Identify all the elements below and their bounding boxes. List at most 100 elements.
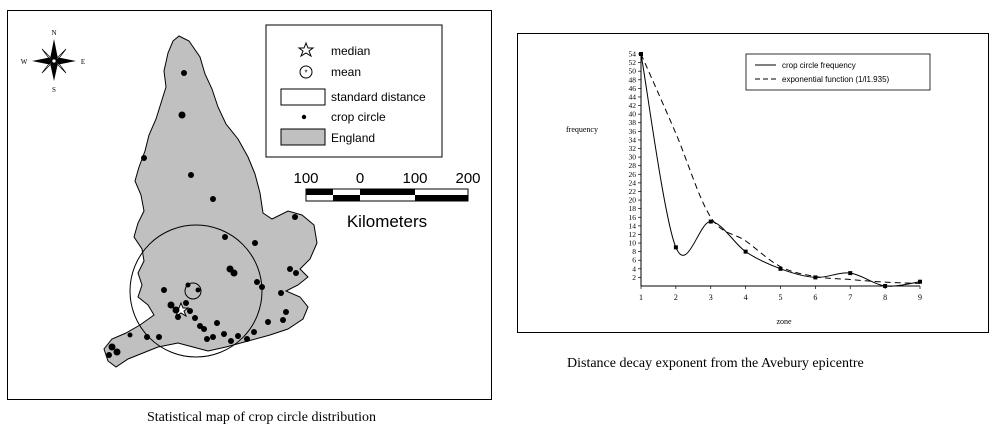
x-tick-label: 4 — [744, 293, 748, 302]
y-axis-label: frequency — [566, 125, 598, 134]
series-line-0 — [640, 53, 921, 287]
crop-circle-dot — [144, 334, 150, 340]
crop-circle-dot — [235, 333, 241, 339]
crop-circle-dot — [185, 282, 191, 288]
crop-circle-dot — [254, 279, 260, 285]
y-tick-label: 38 — [629, 118, 637, 127]
data-point — [743, 249, 748, 254]
map-caption: Statistical map of crop circle distribut… — [147, 410, 376, 425]
crop-circle-dot — [244, 336, 250, 342]
crop-circle-dot — [222, 234, 228, 240]
crop-circle-dot — [204, 336, 210, 342]
mean-marker — [184, 282, 202, 300]
crop-circle-dot — [210, 334, 216, 340]
legend-mean-icon — [299, 65, 313, 79]
y-tick-label: 44 — [629, 92, 637, 101]
chart-svg: 2468101214161820222426283032343638404244… — [566, 50, 931, 326]
scale-tick-label: 200 — [455, 170, 480, 187]
chart-legend: crop circle frequency exponential functi… — [745, 53, 931, 91]
compass-s-label: S — [52, 86, 56, 94]
scale-tick-label: 100 — [402, 170, 427, 187]
chart-series — [639, 52, 922, 288]
x-tick-label: 5 — [779, 293, 783, 302]
x-tick-label: 7 — [848, 293, 852, 302]
x-axis-label: zone — [776, 317, 792, 326]
y-tick-label: 32 — [629, 144, 637, 153]
legend-series-1: exponential function (1/l1.935) — [782, 75, 890, 84]
map-svg: N S W E median * mean standard distance … — [21, 24, 481, 368]
y-tick-label: 6 — [632, 256, 636, 265]
crop-circle-dot — [195, 287, 201, 293]
map-panel: N S W E median * mean standard distance … — [7, 10, 492, 400]
crop-circle-dots — [106, 70, 299, 358]
y-tick-label: 10 — [629, 239, 637, 248]
crop-circle-dot — [108, 343, 116, 351]
crop-circle-dot — [201, 326, 207, 332]
england-landmass — [103, 35, 318, 368]
legend-mean-asterisk-icon: * — [304, 69, 307, 78]
x-tick-label: 1 — [639, 293, 643, 302]
y-tick-label: 34 — [629, 135, 637, 144]
data-point — [883, 284, 888, 288]
y-tick-label: 28 — [629, 161, 637, 170]
compass-rose: N S W E — [21, 29, 85, 94]
x-tick-label: 9 — [918, 293, 922, 302]
crop-circle-dot — [252, 240, 258, 246]
legend-label-england: England — [331, 131, 375, 145]
y-tick-label: 42 — [629, 101, 637, 110]
data-point — [708, 219, 713, 224]
legend-standard-distance-icon — [280, 88, 326, 106]
y-tick-label: 16 — [629, 213, 637, 222]
x-tick-label: 8 — [883, 293, 887, 302]
crop-circle-dot — [187, 308, 193, 314]
crop-circle-dot — [283, 309, 289, 315]
crop-circle-dot — [230, 269, 238, 277]
y-tick-label: 4 — [632, 264, 636, 273]
standard-distance-circle — [129, 224, 263, 358]
crop-circle-dot — [178, 111, 186, 119]
chart-panel: 2 4 6 8 10 12 14 16 18 20 22 24 26 28 30 32 34 36 38 40 42 44… — [517, 33, 989, 333]
data-point — [813, 275, 818, 280]
scale-bar: 100 0 100 200 Kilometers — [293, 170, 480, 231]
crop-circle-dot — [265, 319, 271, 325]
y-tick-label: 36 — [629, 127, 637, 136]
compass-w-label: W — [21, 58, 28, 66]
crop-circle-dot — [106, 352, 112, 358]
y-tick-label: 46 — [629, 84, 637, 93]
crop-circle-dot — [181, 70, 187, 76]
scale-unit-label: Kilometers — [347, 212, 427, 231]
legend-dot-icon — [301, 114, 307, 120]
crop-circle-dot — [228, 338, 234, 344]
crop-circle-dot — [167, 301, 175, 309]
crop-circle-dot — [188, 172, 194, 178]
legend-label-crop-circle: crop circle — [331, 110, 386, 124]
y-tick-label: 40 — [629, 110, 637, 119]
legend-star-icon — [297, 41, 315, 58]
y-tick-label: 14 — [629, 221, 637, 230]
y-tick-label: 18 — [629, 204, 637, 213]
y-tick-label: 8 — [632, 247, 636, 256]
y-tick-label: 30 — [629, 153, 637, 162]
y-tick-label: 26 — [629, 170, 637, 179]
crop-circle-dot — [183, 300, 189, 306]
compass-west-arrow — [32, 57, 52, 65]
y-tick-label: 20 — [629, 196, 637, 205]
crop-circle-dot — [161, 287, 167, 293]
y-tick-label: 48 — [629, 75, 637, 84]
compass-n-label: N — [51, 29, 56, 37]
crop-circle-dot — [156, 334, 162, 340]
crop-circle-dot — [251, 329, 257, 335]
crop-circle-dot — [214, 320, 220, 326]
data-point — [848, 271, 853, 276]
data-point — [673, 245, 678, 250]
crop-circle-dot — [113, 348, 121, 356]
y-tick-label: 22 — [629, 187, 637, 196]
crop-circle-dot — [172, 306, 180, 314]
legend-label-standard-distance: standard distance — [331, 90, 426, 104]
x-tick-label: 6 — [813, 293, 817, 302]
y-tick-label: 54 — [629, 50, 637, 59]
legend-series-0: crop circle frequency — [782, 61, 856, 70]
y-tick-label: 50 — [629, 67, 637, 76]
crop-circle-dot — [192, 315, 198, 321]
legend-label-mean: mean — [331, 65, 361, 79]
